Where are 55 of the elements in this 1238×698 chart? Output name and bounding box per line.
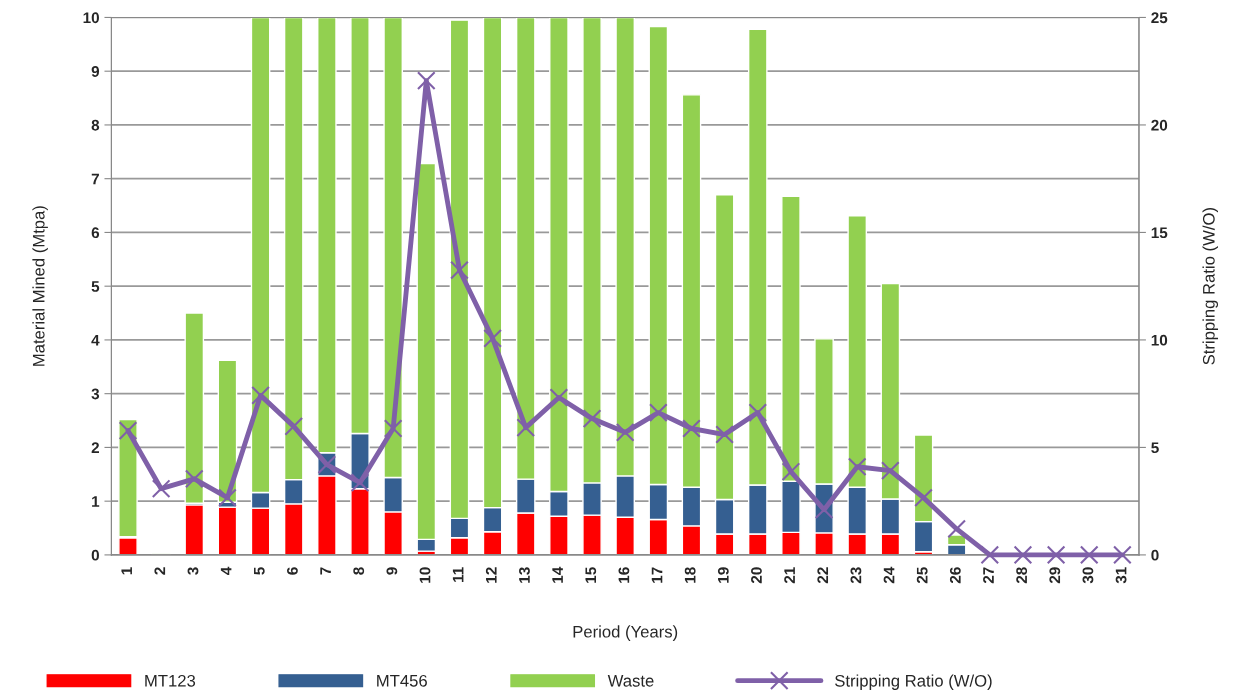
x-tick-label: 6 (287, 567, 298, 575)
x-tick-label: 29 (1049, 567, 1061, 584)
y2-tick-label: 15 (1151, 227, 1168, 239)
y2-tick-label: 10 (1151, 334, 1168, 346)
x-tick-label: 8 (353, 567, 365, 575)
x-tick-label: 15 (585, 567, 597, 583)
x-tick-label: 11 (452, 567, 464, 582)
legend-label: MT456 (377, 674, 427, 687)
y-tick-label: 4 (91, 334, 100, 346)
y2-tick-label: 25 (1151, 12, 1168, 24)
x-tick-label: 19 (717, 567, 729, 583)
x-tick-label: 25 (916, 567, 928, 584)
x-tick-label: 22 (817, 567, 829, 584)
x-tick-label: 4 (220, 566, 232, 575)
y-tick-label: 5 (91, 281, 100, 292)
x-tick-label: 24 (883, 566, 895, 584)
y-tick-label: 6 (91, 227, 100, 239)
x-tick-label: 1 (121, 567, 132, 575)
y-tick-label: 2 (91, 442, 99, 453)
x-tick-label: 7 (320, 567, 331, 575)
y-tick-label: 3 (91, 388, 100, 400)
x-tick-label: 13 (519, 567, 530, 583)
x-tick-label: 3 (187, 567, 199, 575)
x-tick-label: 17 (651, 567, 663, 583)
x-tick-label: 5 (254, 567, 265, 575)
x-tick-label: 9 (386, 567, 398, 575)
legend-label: MT123 (145, 674, 196, 687)
x-tick-label: 12 (485, 567, 497, 583)
y-tick-label: 9 (91, 66, 100, 77)
y-tick-label: 1 (92, 496, 100, 507)
y-tick-label: 10 (83, 12, 99, 24)
x-tick-label: 30 (1082, 567, 1094, 584)
y2-tick-label: 0 (1151, 549, 1159, 561)
x-tick-label: 14 (552, 566, 563, 583)
x-tick-label: 23 (850, 567, 862, 584)
y2-tick-label: 20 (1151, 119, 1168, 131)
y2-axis-title: Stripping Ratio (W/O) (1202, 208, 1219, 365)
y-tick-label: 7 (91, 173, 99, 185)
x-tick-label: 27 (983, 567, 994, 584)
y-axis-title: Material Mined (Mtpa) (32, 206, 48, 366)
x-tick-label: 26 (949, 567, 961, 584)
y2-tick-label: 5 (1151, 442, 1159, 454)
legend-label: Stripping Ratio (W/O) (835, 674, 992, 690)
x-tick-label: 10 (419, 567, 431, 583)
x-tick-label: 21 (784, 567, 795, 584)
x-axis-title: Period (Years) (573, 625, 678, 641)
x-tick-label: 28 (1016, 567, 1028, 584)
y-tick-label: 0 (91, 549, 99, 561)
x-tick-label: 16 (618, 567, 630, 583)
x-tick-label: 20 (751, 567, 762, 584)
x-tick-label: 2 (154, 567, 166, 575)
x-tick-label: 31 (1115, 567, 1127, 584)
x-tick-label: 18 (684, 567, 696, 583)
legend-label: Waste (607, 675, 654, 687)
y-tick-label: 8 (91, 119, 100, 131)
